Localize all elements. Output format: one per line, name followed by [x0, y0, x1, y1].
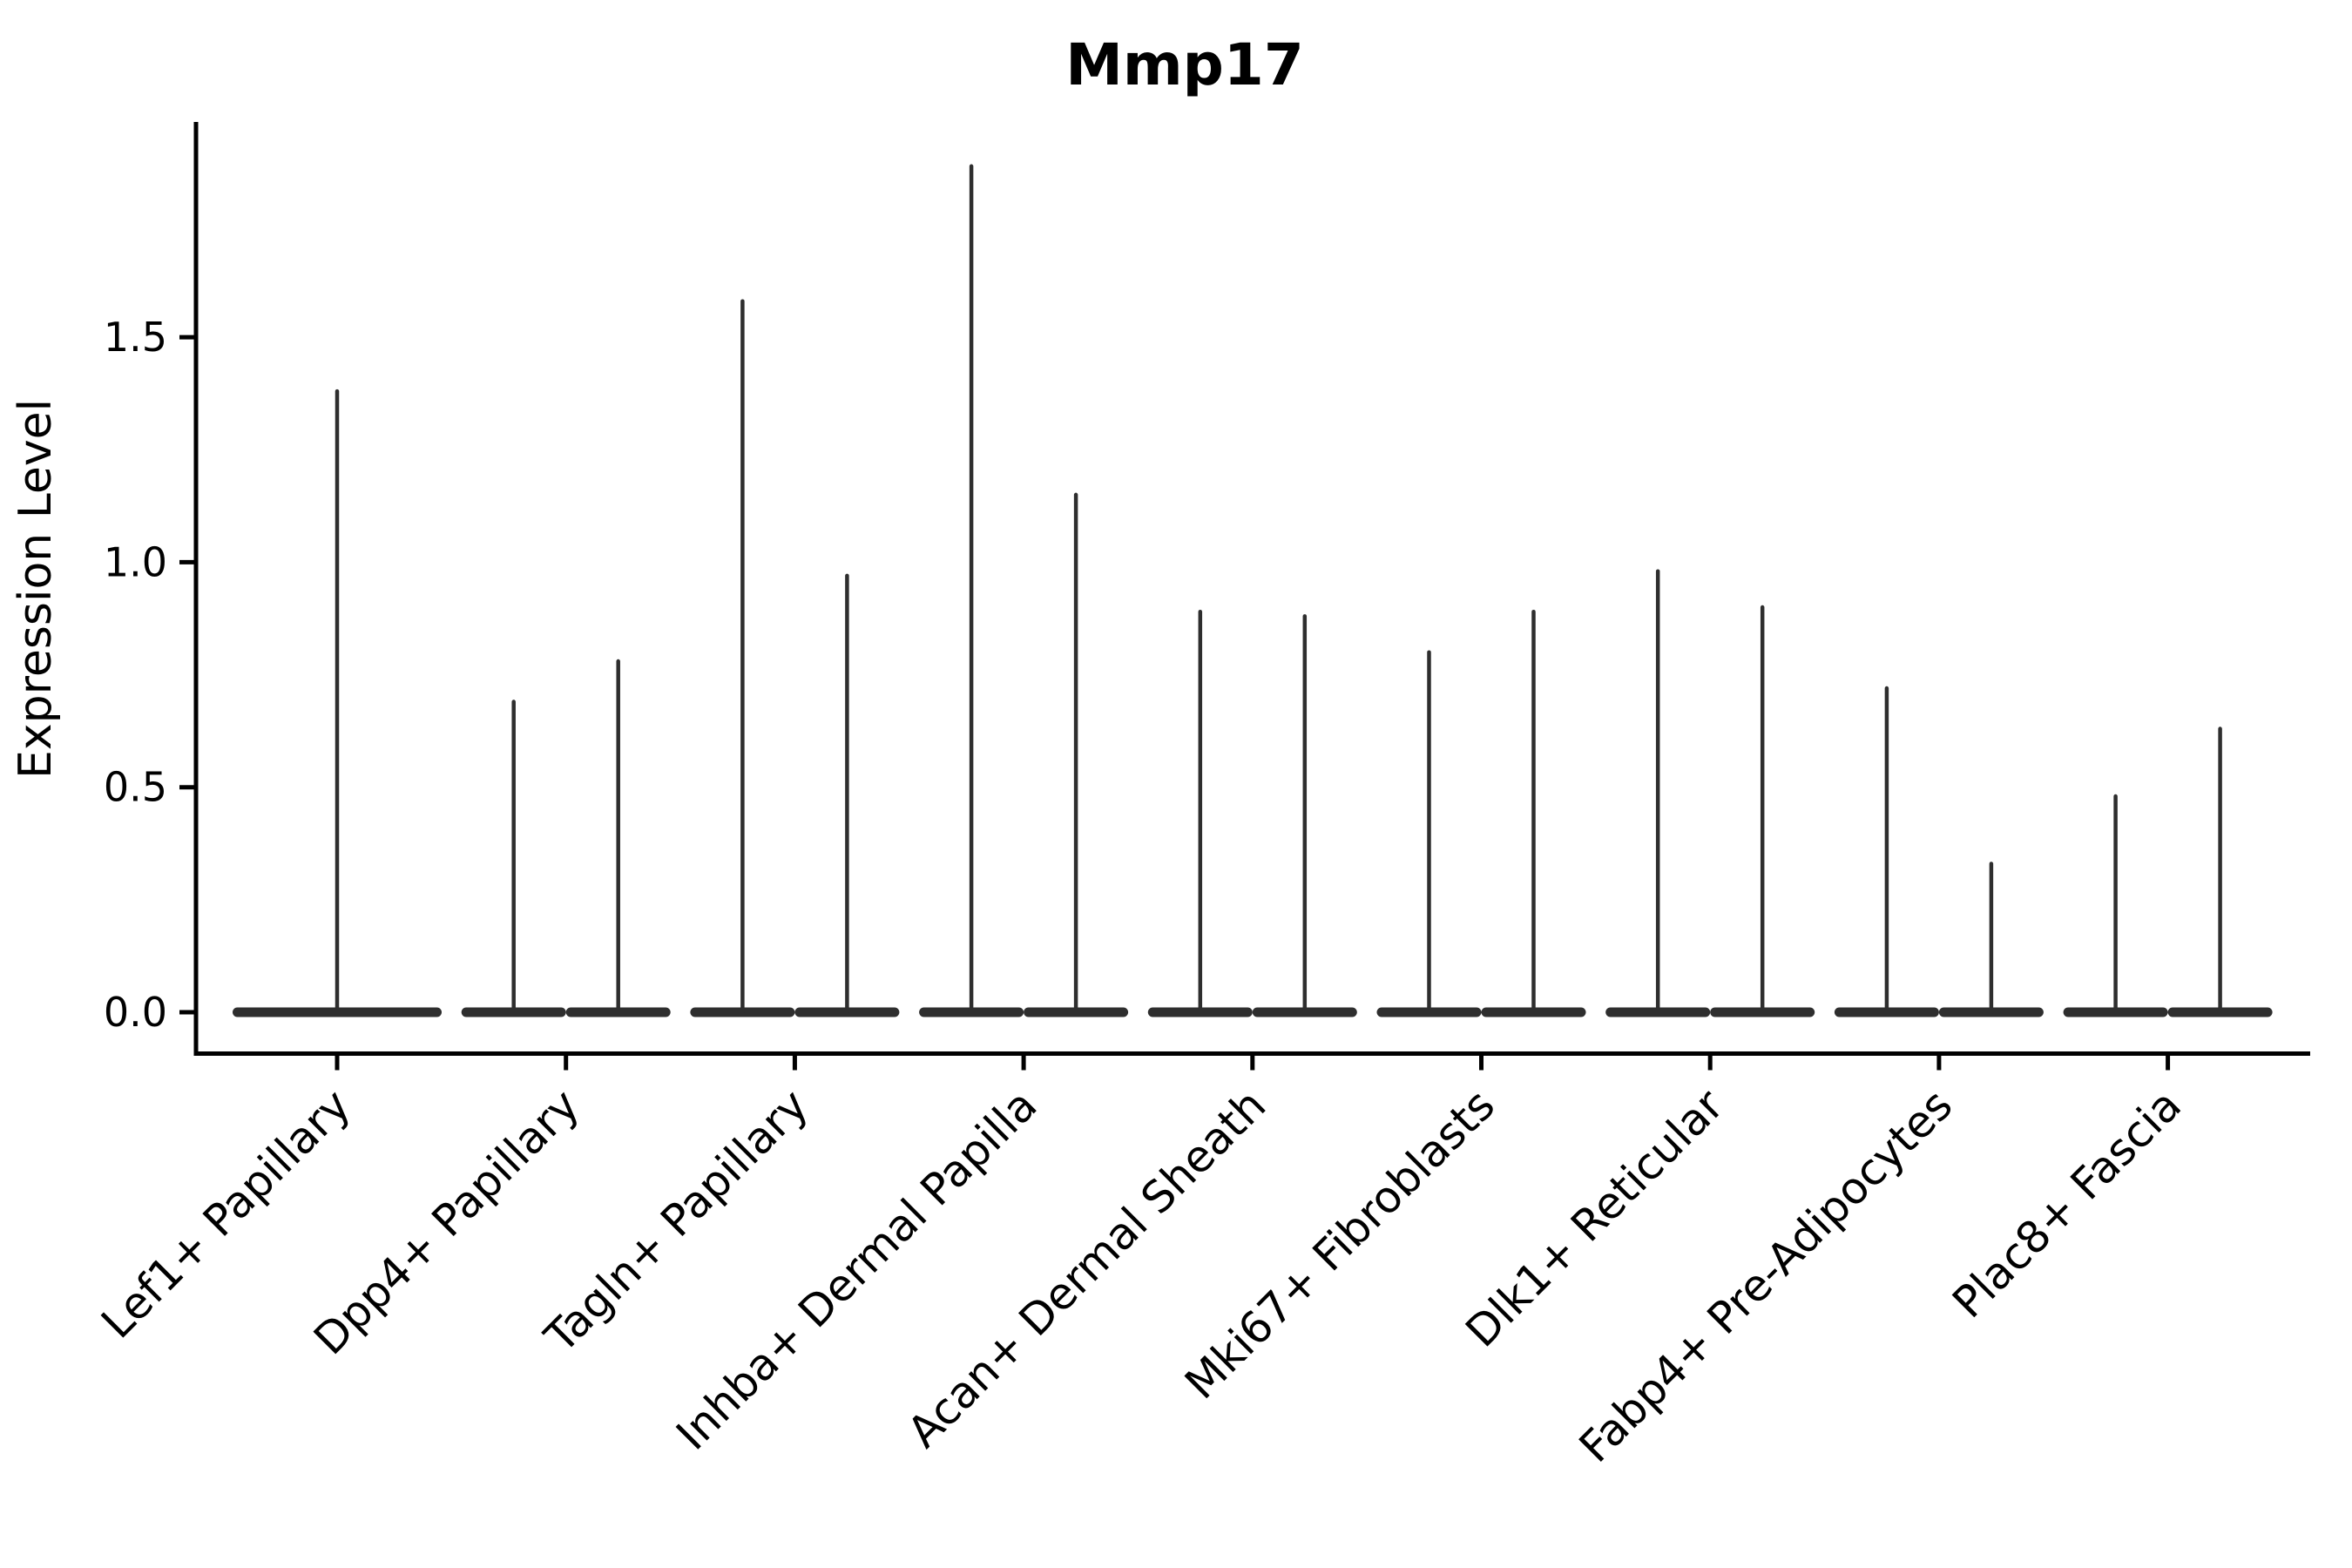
violin — [1481, 609, 1586, 1017]
violin — [461, 700, 566, 1017]
violin — [2063, 794, 2168, 1017]
violin — [1605, 569, 1711, 1017]
violin — [1938, 862, 2044, 1017]
y-tick-label: 1.0 — [104, 538, 167, 585]
violin — [2167, 727, 2273, 1017]
violin — [1024, 492, 1129, 1017]
violin — [919, 164, 1024, 1017]
violin — [1147, 609, 1253, 1017]
violin — [233, 389, 442, 1017]
x-tick-label: Plac8+ Fascia — [1943, 1079, 2191, 1328]
violin — [1710, 605, 1815, 1017]
y-tick-label: 1.5 — [104, 314, 167, 361]
x-tick-label: Lef1+ Papillary — [91, 1079, 360, 1348]
x-tick-label: Fabp4+ Pre-Adipocytes — [1570, 1079, 1963, 1472]
y-axis-label: Expression Level — [10, 399, 62, 779]
y-tick-label: 0.0 — [104, 989, 167, 1036]
chart-title: Mmp17 — [1065, 31, 1304, 98]
violin — [1834, 686, 1939, 1017]
y-tick-label: 0.5 — [104, 764, 167, 811]
x-tick-label: Inhba+ Dermal Papilla — [666, 1079, 1046, 1459]
violin — [565, 659, 671, 1017]
violin — [1252, 614, 1357, 1017]
violin — [794, 573, 900, 1017]
violin — [690, 299, 795, 1017]
violins-layer — [233, 164, 2273, 1017]
violin — [1376, 650, 1482, 1017]
